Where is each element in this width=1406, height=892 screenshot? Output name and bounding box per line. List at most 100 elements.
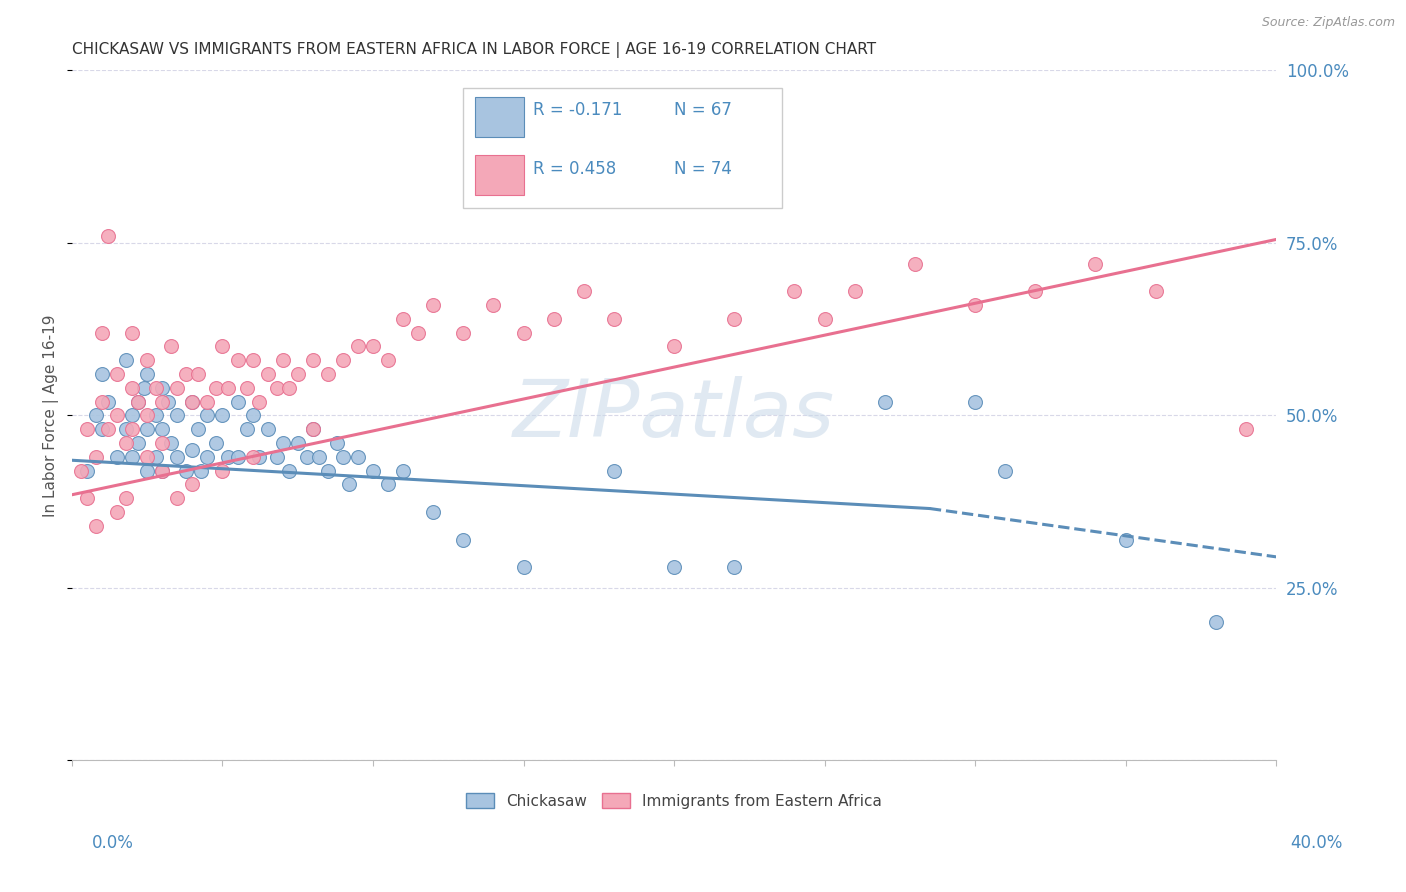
Text: N = 74: N = 74 — [673, 160, 733, 178]
Point — [226, 353, 249, 368]
Point — [256, 367, 278, 381]
Point — [211, 339, 233, 353]
Point — [145, 381, 167, 395]
Point — [121, 450, 143, 464]
Point — [904, 257, 927, 271]
Point — [105, 450, 128, 464]
Point — [277, 464, 299, 478]
Point — [84, 450, 107, 464]
Text: ZIPatlas: ZIPatlas — [513, 376, 835, 454]
Point — [965, 394, 987, 409]
Point — [723, 560, 745, 574]
Point — [166, 381, 188, 395]
Point — [76, 464, 98, 478]
Point — [176, 367, 198, 381]
Point — [406, 326, 429, 340]
Point — [166, 409, 188, 423]
Point — [301, 353, 323, 368]
Point — [211, 464, 233, 478]
Point — [226, 394, 249, 409]
Point — [482, 298, 505, 312]
Point — [235, 422, 257, 436]
Point — [197, 450, 219, 464]
Point — [115, 436, 138, 450]
Text: R = -0.171: R = -0.171 — [533, 102, 623, 120]
Point — [127, 394, 149, 409]
Point — [145, 409, 167, 423]
Point — [332, 450, 354, 464]
Point — [181, 477, 204, 491]
Point — [136, 367, 159, 381]
Point — [197, 394, 219, 409]
Point — [242, 409, 264, 423]
Point — [91, 367, 114, 381]
FancyBboxPatch shape — [475, 97, 523, 137]
Point — [844, 284, 866, 298]
Point — [662, 560, 685, 574]
Point — [150, 394, 173, 409]
Legend: Chickasaw, Immigrants from Eastern Africa: Chickasaw, Immigrants from Eastern Afric… — [460, 787, 887, 814]
Point — [994, 464, 1017, 478]
Point — [247, 450, 270, 464]
Point — [136, 353, 159, 368]
Point — [181, 394, 204, 409]
Point — [218, 381, 240, 395]
Point — [392, 311, 415, 326]
Point — [205, 381, 228, 395]
Point — [332, 353, 354, 368]
Point — [84, 409, 107, 423]
Point — [181, 442, 204, 457]
FancyBboxPatch shape — [475, 154, 523, 194]
Point — [76, 491, 98, 506]
Point — [105, 367, 128, 381]
Point — [136, 422, 159, 436]
Point — [91, 422, 114, 436]
Point — [453, 326, 475, 340]
Point — [136, 464, 159, 478]
Point — [301, 422, 323, 436]
Text: 0.0%: 0.0% — [91, 834, 134, 852]
Point — [134, 381, 156, 395]
Point — [662, 339, 685, 353]
Point — [145, 450, 167, 464]
Point — [347, 450, 370, 464]
Point — [205, 436, 228, 450]
Point — [377, 353, 399, 368]
Point — [308, 450, 330, 464]
Point — [422, 298, 444, 312]
Point — [121, 409, 143, 423]
Point — [187, 367, 209, 381]
Point — [1115, 533, 1137, 547]
Point — [105, 409, 128, 423]
Point — [211, 409, 233, 423]
Point — [121, 326, 143, 340]
Point — [190, 464, 212, 478]
Point — [160, 339, 183, 353]
Point — [76, 422, 98, 436]
Text: N = 67: N = 67 — [673, 102, 733, 120]
Point — [347, 339, 370, 353]
Point — [287, 436, 309, 450]
Point — [121, 422, 143, 436]
Point — [543, 311, 565, 326]
Point — [127, 436, 149, 450]
Point — [512, 326, 534, 340]
Point — [392, 464, 415, 478]
Point — [266, 450, 288, 464]
Point — [277, 381, 299, 395]
Point — [197, 409, 219, 423]
Point — [873, 394, 896, 409]
Y-axis label: In Labor Force | Age 16-19: In Labor Force | Age 16-19 — [44, 314, 59, 516]
Point — [115, 353, 138, 368]
Point — [271, 353, 294, 368]
Point — [127, 394, 149, 409]
Point — [316, 367, 339, 381]
Point — [166, 491, 188, 506]
Point — [361, 464, 384, 478]
Point — [70, 464, 93, 478]
Point — [150, 381, 173, 395]
Point — [287, 367, 309, 381]
Text: CHICKASAW VS IMMIGRANTS FROM EASTERN AFRICA IN LABOR FORCE | AGE 16-19 CORRELATI: CHICKASAW VS IMMIGRANTS FROM EASTERN AFR… — [72, 42, 876, 58]
Point — [301, 422, 323, 436]
Point — [572, 284, 595, 298]
